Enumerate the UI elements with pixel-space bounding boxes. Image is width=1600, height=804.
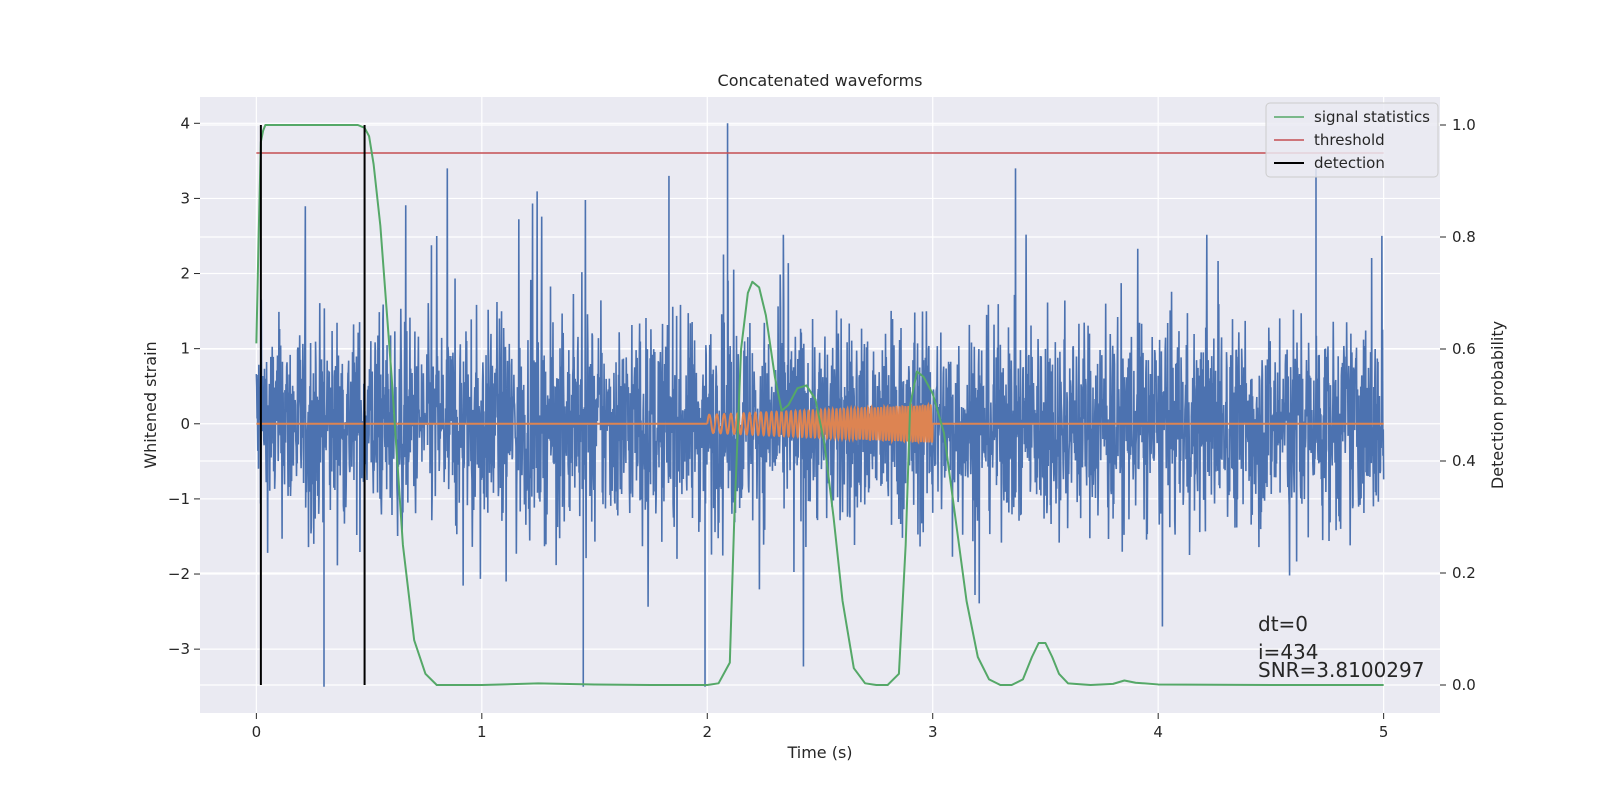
x-tick-label: 4: [1153, 723, 1163, 741]
y2-tick-label: 0.8: [1452, 228, 1476, 246]
annotation-snr: SNR=3.8100297: [1258, 658, 1424, 682]
tick-layer: 0 1 2 3 4 5 4 3 2 1 0 −1 −2 −3 1.0 0.8 0.6 0.4 0.2 0.0: [168, 114, 1476, 741]
y-tick-label: −2: [168, 565, 190, 583]
y2-tick-label: 0.6: [1452, 340, 1476, 358]
legend-label-detection: detection: [1314, 154, 1385, 172]
annotation-dt: dt=0: [1258, 612, 1308, 636]
y-axis-label: Whitened strain: [141, 341, 160, 468]
legend-box: [1265, 102, 1439, 178]
legend-label-threshold: threshold: [1314, 131, 1385, 149]
y2-tick-label: 0.0: [1452, 676, 1476, 694]
x-tick-label: 5: [1379, 723, 1389, 741]
y2-tick-label: 0.4: [1452, 452, 1476, 470]
legend-label-signal-statistics: signal statistics: [1314, 108, 1430, 126]
y-tick-label: −1: [168, 490, 190, 508]
x-axis-label: Time (s): [786, 743, 852, 762]
y-tick-label: 1: [180, 340, 190, 358]
y-tick-label: 0: [180, 415, 190, 433]
y-tick-label: 2: [180, 265, 190, 283]
y-tick-label: 3: [180, 189, 190, 207]
chart-title: Concatenated waveforms: [718, 71, 923, 90]
signal-statistics-line: [255, 124, 1384, 686]
y-tick-label: −3: [168, 640, 190, 658]
legend: signal statistics threshold detection: [1265, 102, 1439, 178]
y-tick-label: 4: [180, 114, 190, 132]
strain-series-line: [255, 123, 1385, 687]
x-tick-label: 2: [702, 723, 712, 741]
y2-axis-label: Detection probability: [1488, 321, 1507, 489]
x-tick-label: 0: [252, 723, 262, 741]
x-tick-label: 3: [928, 723, 938, 741]
annotation-i: i=434: [1258, 640, 1319, 664]
x-tick-label: 1: [477, 723, 487, 741]
y2-tick-label: 0.2: [1452, 564, 1476, 582]
y2-tick-label: 1.0: [1452, 116, 1476, 134]
series-layer: [255, 123, 1385, 687]
